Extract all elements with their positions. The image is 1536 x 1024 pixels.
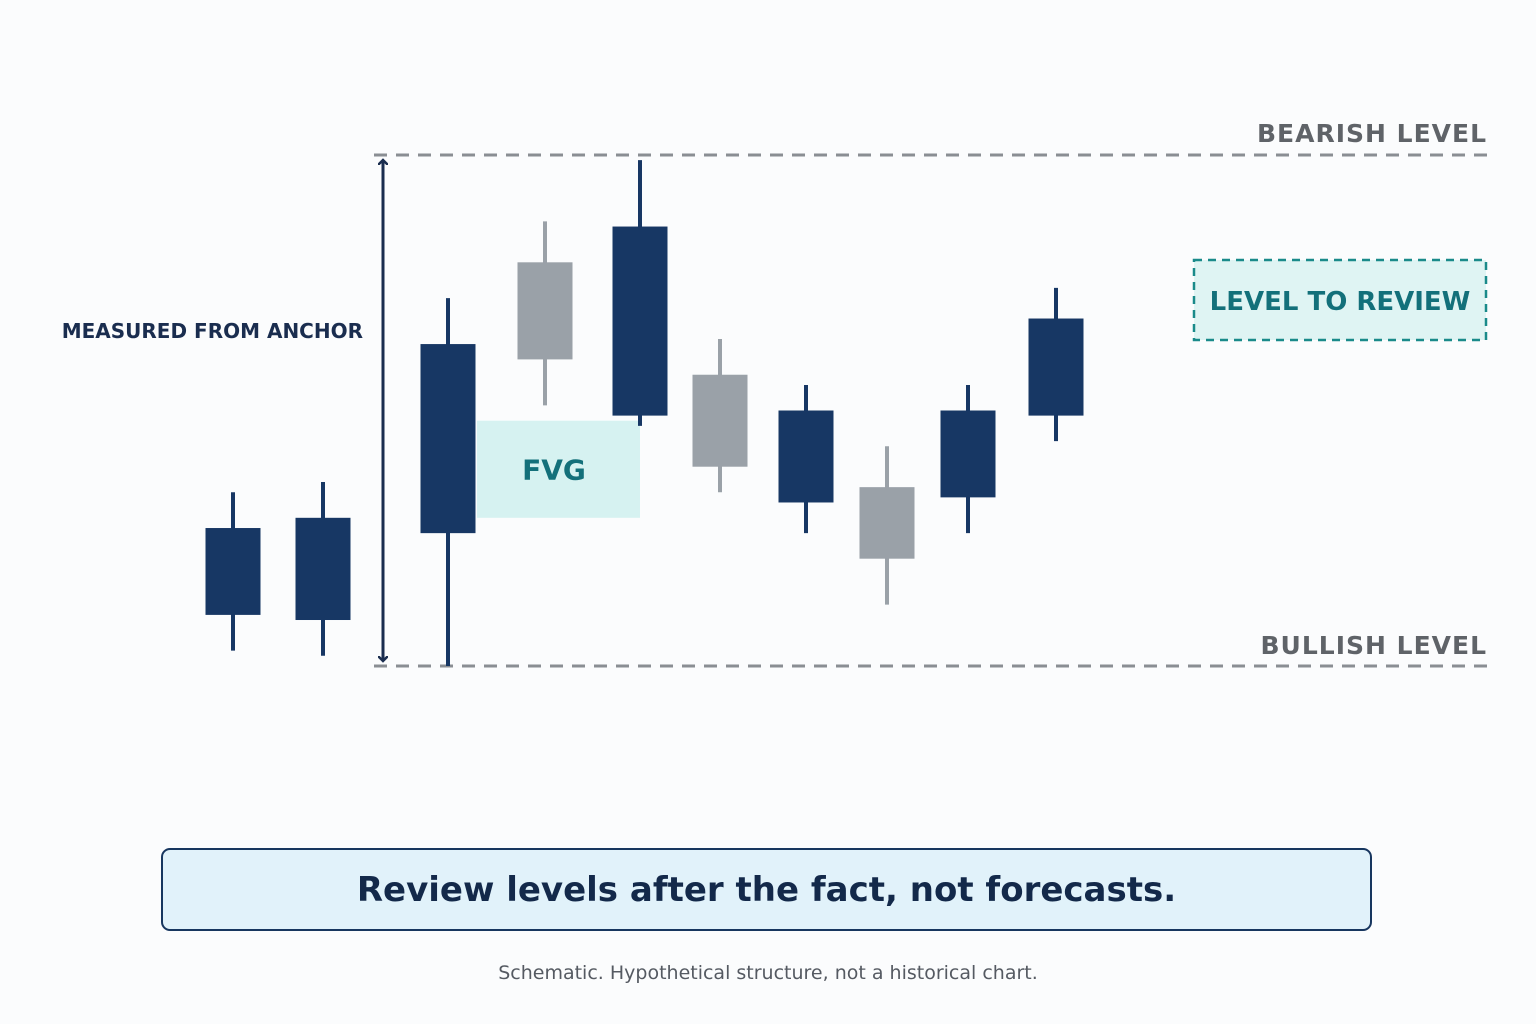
- candle-body: [205, 528, 261, 615]
- candle: [612, 160, 668, 426]
- anchor-label: MEASURED FROM ANCHOR: [62, 319, 363, 343]
- candle-body: [517, 262, 573, 360]
- candle: [940, 384, 996, 534]
- candle: [1028, 287, 1084, 442]
- candle-body: [295, 517, 351, 621]
- level-to-review-box: [1192, 258, 1488, 342]
- fvg-label: FVG: [522, 453, 586, 486]
- candle: [295, 482, 351, 656]
- fvg-zone: [477, 420, 640, 518]
- candle-body: [778, 410, 834, 503]
- callout-text: Review levels after the fact, not foreca…: [356, 869, 1177, 910]
- callout-banner: Review levels after the fact, not foreca…: [161, 848, 1372, 931]
- bullish-level-label: BULLISH LEVEL: [1260, 631, 1487, 660]
- candle: [420, 298, 476, 666]
- bearish-level-label: BEARISH LEVEL: [1257, 119, 1487, 148]
- candle: [692, 338, 748, 493]
- candle-body: [692, 374, 748, 467]
- candle-body: [420, 344, 476, 534]
- candle-body: [612, 226, 668, 416]
- level-to-review-label: LEVEL TO REVIEW: [1210, 287, 1471, 317]
- candle-body: [1028, 318, 1084, 416]
- candle: [778, 384, 834, 534]
- footnote: Schematic. Hypothetical structure, not a…: [498, 962, 1038, 984]
- candle: [859, 446, 915, 605]
- candle: [517, 221, 573, 406]
- candle-body: [859, 487, 915, 559]
- candle: [205, 492, 261, 651]
- candles: [205, 160, 1084, 666]
- candle-body: [940, 410, 996, 498]
